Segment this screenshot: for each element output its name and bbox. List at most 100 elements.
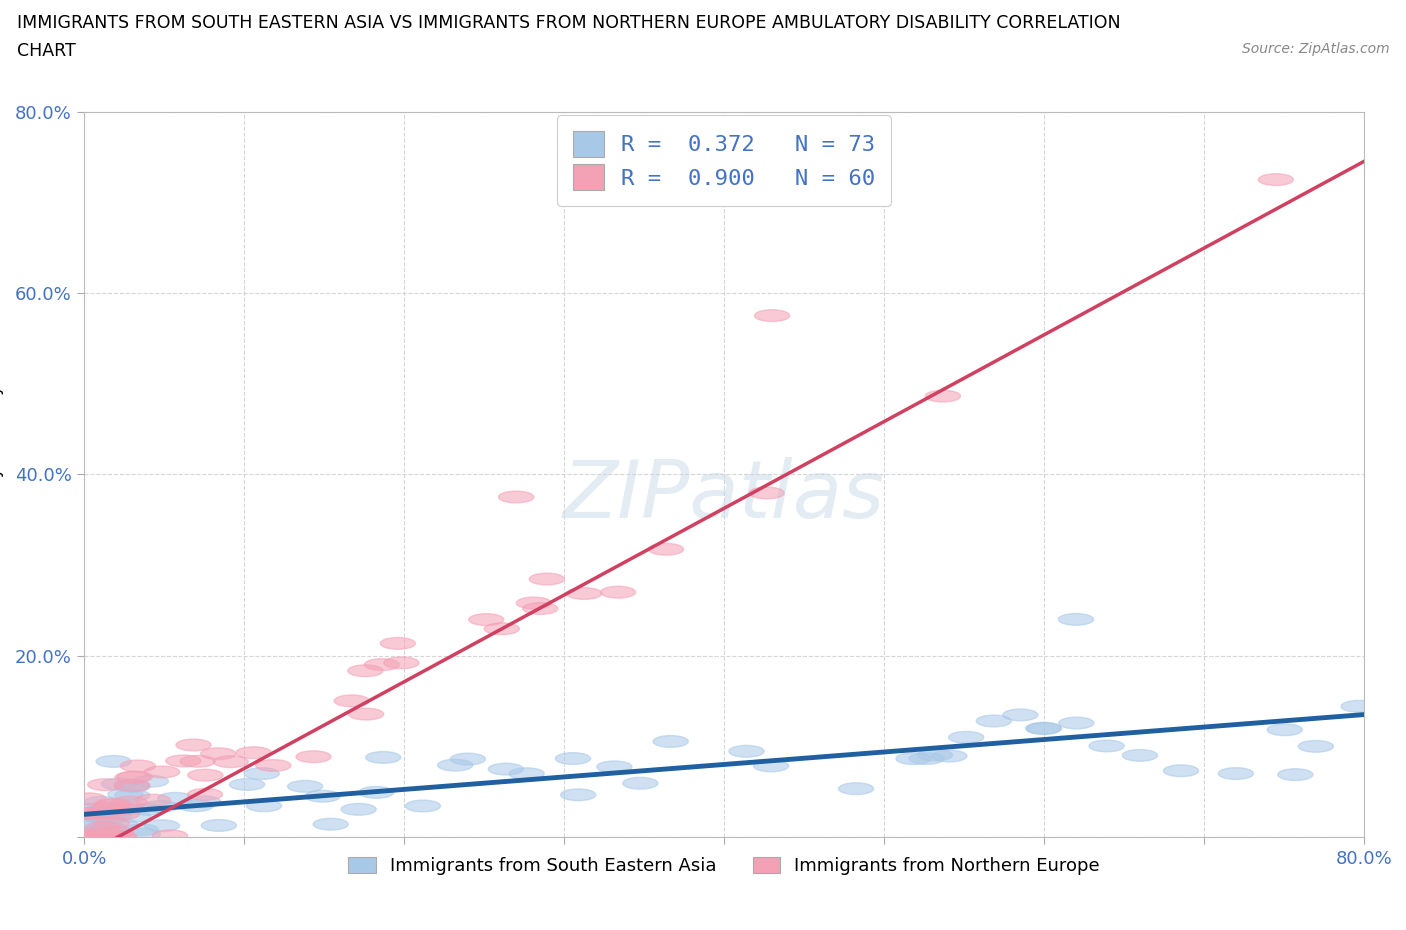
- Ellipse shape: [529, 573, 564, 585]
- Ellipse shape: [596, 761, 631, 773]
- Ellipse shape: [1059, 717, 1094, 729]
- Ellipse shape: [229, 778, 264, 790]
- Ellipse shape: [134, 776, 169, 787]
- Ellipse shape: [1267, 724, 1302, 736]
- Ellipse shape: [976, 715, 1011, 727]
- Ellipse shape: [201, 819, 236, 831]
- Ellipse shape: [124, 824, 159, 836]
- Ellipse shape: [1258, 174, 1294, 185]
- Ellipse shape: [83, 825, 118, 837]
- Ellipse shape: [72, 807, 107, 819]
- Ellipse shape: [499, 491, 534, 503]
- Ellipse shape: [256, 760, 291, 771]
- Ellipse shape: [115, 790, 150, 802]
- Ellipse shape: [932, 751, 967, 762]
- Ellipse shape: [186, 796, 221, 807]
- Ellipse shape: [366, 751, 401, 764]
- Ellipse shape: [384, 657, 419, 669]
- Ellipse shape: [314, 818, 349, 830]
- Ellipse shape: [121, 760, 156, 772]
- Ellipse shape: [70, 817, 105, 829]
- Ellipse shape: [287, 780, 323, 792]
- Ellipse shape: [101, 831, 136, 843]
- Ellipse shape: [245, 767, 280, 779]
- Ellipse shape: [925, 391, 960, 402]
- Text: Source: ZipAtlas.com: Source: ZipAtlas.com: [1241, 42, 1389, 56]
- Ellipse shape: [114, 779, 149, 791]
- Text: IMMIGRANTS FROM SOUTH EASTERN ASIA VS IMMIGRANTS FROM NORTHERN EUROPE AMBULATORY: IMMIGRANTS FROM SOUTH EASTERN ASIA VS IM…: [17, 14, 1121, 32]
- Ellipse shape: [91, 822, 127, 834]
- Ellipse shape: [509, 768, 544, 779]
- Ellipse shape: [516, 597, 551, 609]
- Ellipse shape: [84, 796, 120, 808]
- Ellipse shape: [749, 487, 785, 498]
- Y-axis label: Ambulatory Disability: Ambulatory Disability: [0, 385, 4, 564]
- Ellipse shape: [114, 779, 150, 791]
- Ellipse shape: [342, 804, 377, 816]
- Ellipse shape: [1341, 700, 1376, 712]
- Ellipse shape: [101, 778, 136, 790]
- Ellipse shape: [82, 831, 117, 843]
- Ellipse shape: [176, 739, 211, 751]
- Ellipse shape: [117, 771, 152, 783]
- Ellipse shape: [754, 760, 789, 772]
- Ellipse shape: [214, 756, 249, 767]
- Ellipse shape: [101, 831, 136, 843]
- Ellipse shape: [179, 800, 214, 812]
- Ellipse shape: [145, 820, 180, 831]
- Ellipse shape: [180, 755, 215, 767]
- Ellipse shape: [1059, 614, 1094, 625]
- Ellipse shape: [143, 801, 179, 813]
- Ellipse shape: [359, 787, 394, 798]
- Ellipse shape: [93, 831, 128, 843]
- Ellipse shape: [90, 830, 125, 842]
- Ellipse shape: [728, 745, 763, 757]
- Ellipse shape: [1278, 769, 1313, 780]
- Ellipse shape: [561, 789, 596, 801]
- Ellipse shape: [115, 780, 150, 792]
- Ellipse shape: [896, 752, 931, 764]
- Ellipse shape: [76, 831, 111, 843]
- Ellipse shape: [115, 772, 150, 783]
- Ellipse shape: [484, 623, 519, 634]
- Ellipse shape: [86, 821, 121, 833]
- Ellipse shape: [188, 769, 224, 781]
- Ellipse shape: [295, 751, 332, 763]
- Text: CHART: CHART: [17, 42, 76, 60]
- Ellipse shape: [70, 793, 105, 804]
- Ellipse shape: [305, 790, 340, 803]
- Ellipse shape: [79, 826, 114, 838]
- Ellipse shape: [135, 794, 170, 806]
- Ellipse shape: [246, 800, 281, 812]
- Ellipse shape: [157, 792, 193, 804]
- Ellipse shape: [77, 815, 112, 827]
- Text: ZIPatlas: ZIPatlas: [562, 457, 886, 535]
- Ellipse shape: [82, 811, 117, 822]
- Ellipse shape: [450, 753, 485, 765]
- Ellipse shape: [648, 543, 683, 555]
- Ellipse shape: [600, 586, 636, 598]
- Ellipse shape: [364, 658, 399, 671]
- Legend: Immigrants from South Eastern Asia, Immigrants from Northern Europe: Immigrants from South Eastern Asia, Immi…: [342, 850, 1107, 883]
- Ellipse shape: [90, 803, 125, 815]
- Ellipse shape: [468, 614, 503, 626]
- Ellipse shape: [90, 813, 125, 825]
- Ellipse shape: [77, 829, 114, 840]
- Ellipse shape: [145, 766, 180, 777]
- Ellipse shape: [108, 803, 143, 815]
- Ellipse shape: [523, 603, 558, 615]
- Ellipse shape: [97, 809, 132, 821]
- Ellipse shape: [94, 799, 129, 811]
- Ellipse shape: [82, 805, 117, 817]
- Ellipse shape: [488, 764, 523, 775]
- Ellipse shape: [405, 800, 440, 812]
- Ellipse shape: [908, 752, 943, 764]
- Ellipse shape: [96, 799, 131, 810]
- Ellipse shape: [79, 831, 114, 843]
- Ellipse shape: [201, 748, 236, 760]
- Ellipse shape: [152, 830, 187, 842]
- Ellipse shape: [70, 808, 105, 819]
- Ellipse shape: [94, 817, 129, 829]
- Ellipse shape: [187, 789, 222, 801]
- Ellipse shape: [129, 804, 165, 816]
